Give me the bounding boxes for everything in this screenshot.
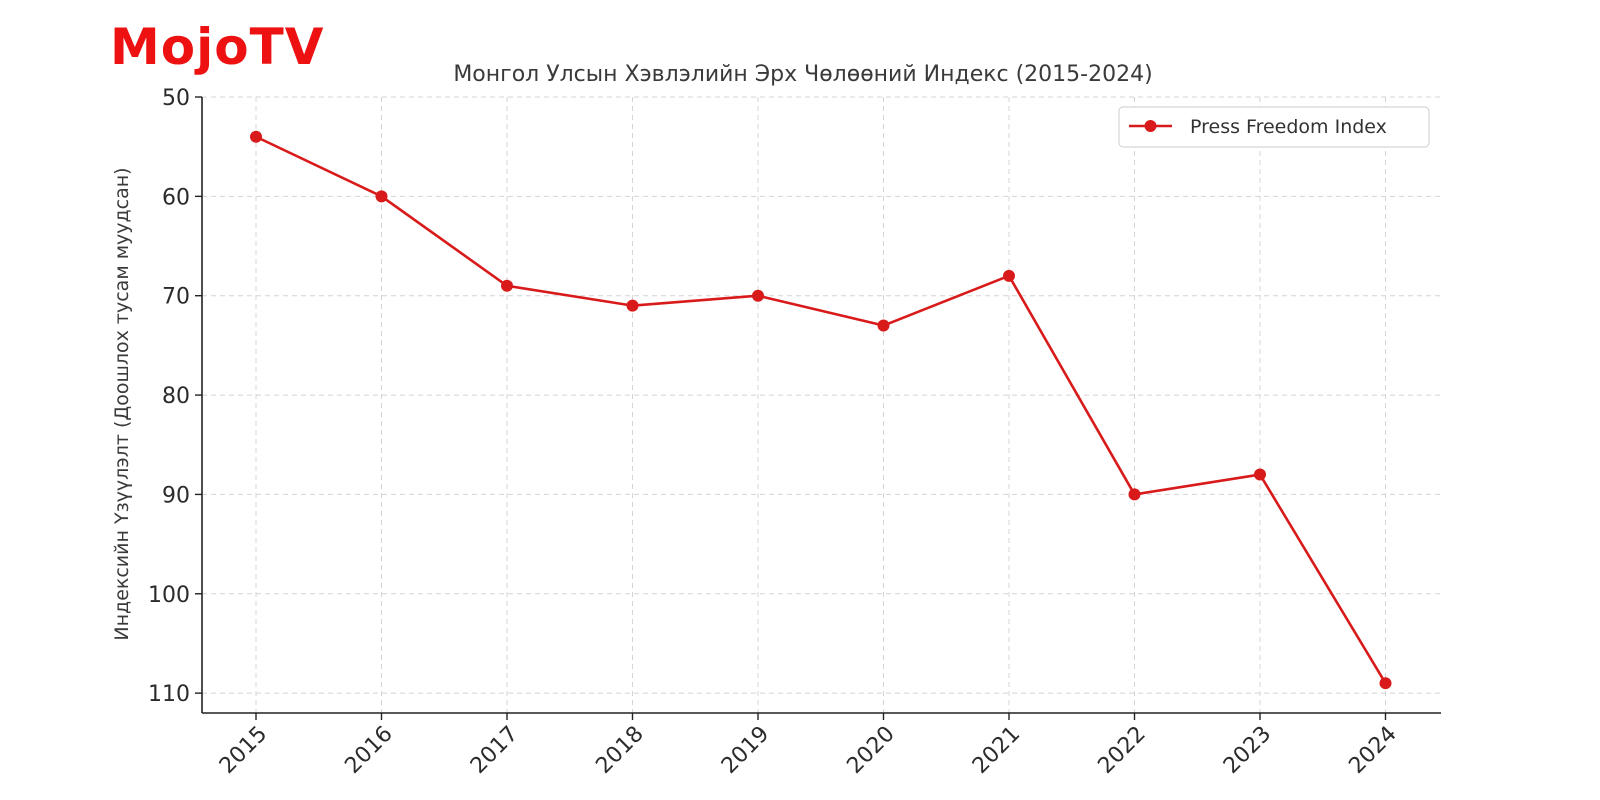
data-point-2020 (877, 319, 890, 332)
y-tick-label-70: 70 (162, 285, 190, 310)
data-point-2018 (626, 299, 639, 312)
x-tick-label-2023: 2023 (1219, 722, 1276, 779)
series-line-0 (255, 135, 1387, 684)
y-axis-label: Индексийн Үзүүлэлт (Доошлох тусам муудса… (111, 167, 133, 640)
y-ticks: 50 60 70 80 90 100 110 (148, 86, 202, 707)
x-tick-label-2018: 2018 (591, 722, 648, 779)
data-point-2021 (1003, 269, 1015, 282)
chart-title: Монгол Улсын Хэвлэлийн Эрх Чөлөөний Инде… (453, 62, 1152, 87)
data-point-2024 (1379, 677, 1392, 690)
y-tick-label-50: 50 (162, 86, 190, 111)
data-point-2016 (375, 190, 388, 203)
series-press-freedom-index (250, 130, 1392, 690)
legend-marker-swatch (1144, 120, 1157, 132)
x-ticks: 2015 2016 2017 2018 2019 2020 2021 2022 2023 2024 (215, 713, 1402, 779)
x-tick-label-2022: 2022 (1093, 722, 1150, 779)
x-tick-label-2017: 2017 (466, 722, 523, 779)
mojotv-logo: MojoTV (110, 18, 324, 76)
legend-entry-press-freedom-index: Press Freedom Index (1190, 116, 1387, 138)
legend-box (1118, 106, 1430, 148)
axes (201, 97, 1441, 714)
x-tick-label-2015: 2015 (215, 722, 272, 779)
x-tick-label-2024: 2024 (1344, 722, 1401, 779)
y-tick-label-90: 90 (162, 483, 190, 508)
x-tick-label-2016: 2016 (340, 722, 397, 779)
grid (202, 96, 1441, 713)
legend: Press Freedom Index (1118, 106, 1430, 148)
x-tick-label-2021: 2021 (968, 722, 1025, 779)
data-point-2022 (1128, 488, 1141, 501)
y-tick-label-110: 110 (148, 682, 190, 707)
data-point-2017 (501, 279, 513, 292)
x-tick-label-2020: 2020 (842, 722, 899, 779)
data-point-2019 (752, 289, 764, 302)
data-point-2015 (250, 130, 262, 143)
y-tick-label-100: 100 (148, 583, 190, 608)
y-tick-label-80: 80 (162, 384, 190, 409)
data-point-2023 (1254, 468, 1266, 481)
y-tick-label-60: 60 (162, 185, 190, 210)
x-tick-label-2019: 2019 (717, 722, 774, 779)
